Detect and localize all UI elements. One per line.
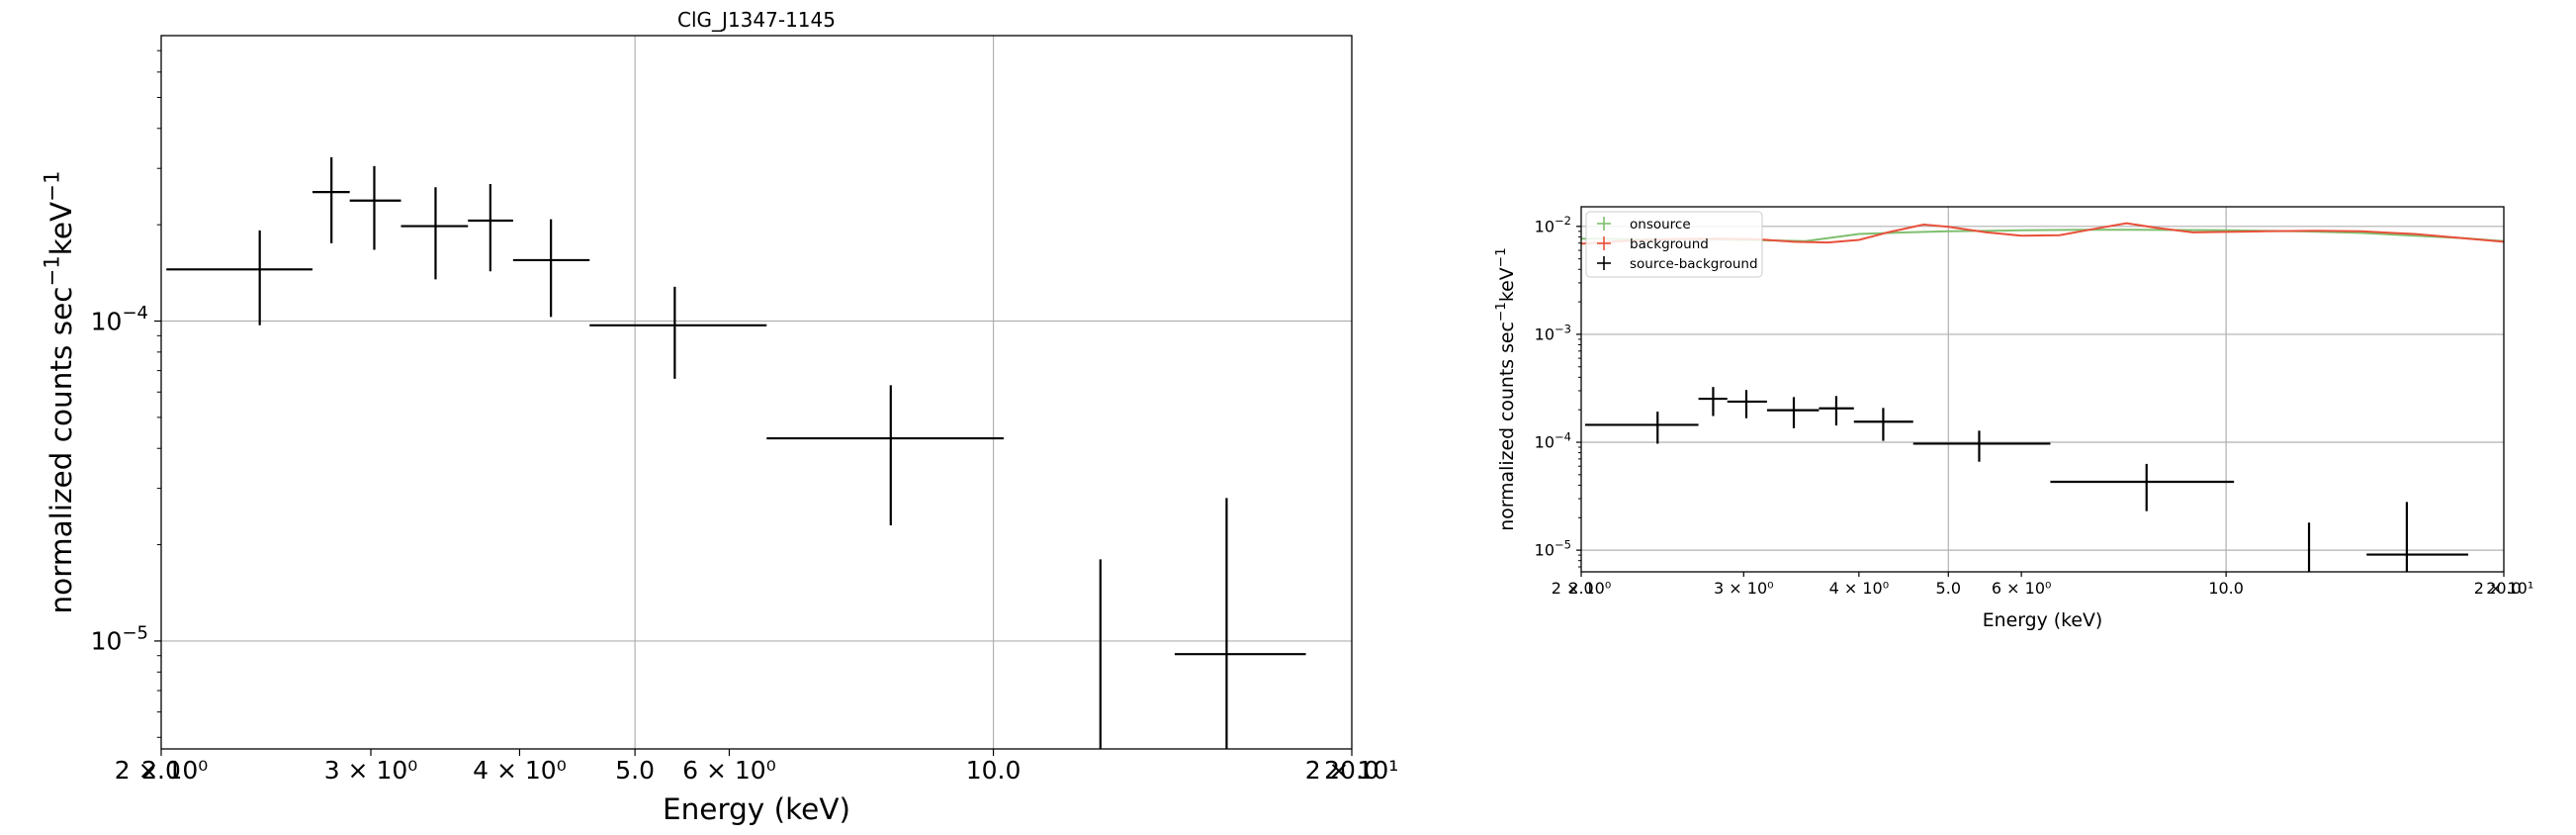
axes-frame [160,35,1353,750]
x-tick-label: 3 × 10⁰ [1714,579,1774,598]
data-point [1585,412,1699,444]
data-point [589,286,767,379]
x-tick-label: 5.0 [1936,579,1961,598]
x-tick-label: 2 × 10¹ [1305,756,1399,785]
y-tick-label: 10−5 [1535,538,1571,560]
x-axis-label: Energy (keV) [1983,609,2103,631]
x-tick-label: 20.0 [2486,579,2522,598]
legend-label: background [1630,236,1709,252]
data-point [2050,463,2235,511]
data-point [512,219,590,318]
x-tick-label: 10.0 [2208,579,2244,598]
data-point [1819,396,1854,426]
x-tick-label: 2.0 [1568,579,1593,598]
legend-entry: onsource [1597,217,1691,232]
y-axis-label: normalized counts sec−1keV−1 [41,170,79,613]
y-tick-label: 10−5 [91,622,148,655]
series-source-background [1585,387,2469,572]
x-tick-label: 6 × 10⁰ [1992,579,2052,598]
chart-title: ClG_J1347-1145 [677,8,836,32]
legend-entry: source-background [1597,256,1758,272]
x-tick-label: 5.0 [615,756,655,785]
legend: onsource background source-background [1585,211,1763,278]
y-tick-label: 10−4 [1535,429,1571,451]
data-point [2366,502,2469,572]
data-point [766,385,1004,525]
data-point [400,187,469,280]
data-point [1727,390,1767,418]
legend-label: onsource [1630,217,1691,232]
y-tick-label: 10−4 [91,303,148,335]
data-point [166,230,313,325]
legend-label: source-background [1630,256,1758,272]
data-point [1174,498,1306,749]
data-point [1853,408,1913,441]
x-tick-label: 20.0 [1324,756,1379,785]
x-tick-label: 6 × 10⁰ [682,756,776,785]
x-axis-label: Energy (keV) [663,792,850,826]
y-tick-label: 10−3 [1535,322,1571,343]
plot-area [166,156,1306,749]
axes-frame [1580,206,2505,573]
x-tick-label: 2.0 [141,756,181,785]
data-point [1766,397,1820,428]
x-tick-label: 4 × 10⁰ [473,756,567,785]
x-tick-label: 2 × 10¹ [2474,579,2534,598]
data-point [1912,430,2051,462]
chart-1: 2.02 × 10⁰ 3 × 10⁰ 4 × 10⁰ 5.0 6 × 10⁰ 10.0 2 … [41,8,1399,826]
y-axis-label: normalized counts sec−1keV−1 [1493,247,1518,530]
series-1 [166,156,1306,749]
data-point [349,165,401,250]
x-tick-label: 3 × 10⁰ [324,756,418,785]
legend-entry: background [1597,236,1709,252]
data-point [1698,387,1728,417]
legend-box [1585,211,1763,278]
x-tick-label: 2 × 10⁰ [1552,579,1612,598]
x-tick-label: 10.0 [966,756,1022,785]
x-tick-label: 4 × 10⁰ [1829,579,1890,598]
data-point [312,156,350,243]
x-tick-label: 2 × 10⁰ [115,756,209,785]
data-point [468,184,513,272]
y-tick-label: 10−2 [1535,214,1571,235]
chart-2: 2.02 × 10⁰ 3 × 10⁰ 4 × 10⁰ 5.0 6 × 10⁰ 10.0 2 … [1493,206,2534,631]
